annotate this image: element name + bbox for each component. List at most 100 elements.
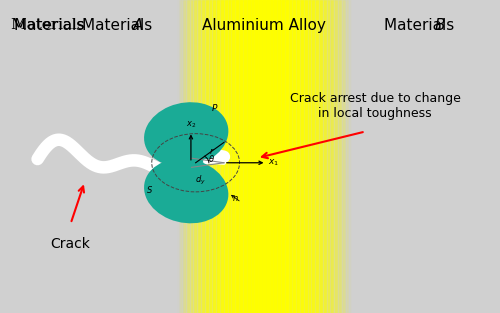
- Bar: [364, 0, 366, 313]
- Bar: [210, 0, 211, 313]
- Text: Materials: Materials: [82, 18, 158, 33]
- Bar: [202, 0, 203, 313]
- Bar: [132, 0, 134, 313]
- Bar: [283, 0, 284, 313]
- Bar: [346, 0, 347, 313]
- Bar: [204, 0, 206, 313]
- Bar: [329, 0, 330, 313]
- Bar: [245, 0, 246, 313]
- Bar: [256, 0, 258, 313]
- Bar: [215, 0, 216, 313]
- Bar: [270, 0, 271, 313]
- Text: $\theta$: $\theta$: [208, 153, 215, 164]
- Bar: [334, 0, 336, 313]
- Bar: [250, 0, 252, 313]
- Bar: [157, 0, 158, 313]
- Ellipse shape: [144, 159, 228, 223]
- Bar: [168, 0, 169, 313]
- Bar: [393, 0, 394, 313]
- Bar: [130, 0, 131, 313]
- Bar: [286, 0, 287, 313]
- Bar: [352, 0, 354, 313]
- Bar: [195, 0, 196, 313]
- Bar: [336, 0, 338, 313]
- Bar: [203, 0, 204, 313]
- Bar: [161, 0, 162, 313]
- Bar: [240, 0, 241, 313]
- Bar: [278, 0, 279, 313]
- Bar: [194, 0, 195, 313]
- Text: $P$: $P$: [211, 102, 218, 114]
- Bar: [186, 0, 188, 313]
- Bar: [394, 0, 396, 313]
- Bar: [244, 0, 245, 313]
- Bar: [228, 0, 229, 313]
- Bar: [135, 0, 136, 313]
- Text: $x_2$: $x_2$: [186, 119, 196, 130]
- Bar: [325, 0, 326, 313]
- Text: $r$: $r$: [209, 146, 214, 156]
- Bar: [156, 0, 157, 313]
- Bar: [136, 0, 138, 313]
- Bar: [262, 0, 264, 313]
- Bar: [316, 0, 317, 313]
- Bar: [200, 0, 202, 313]
- Bar: [220, 0, 222, 313]
- Bar: [169, 0, 170, 313]
- Bar: [216, 0, 218, 313]
- Bar: [144, 0, 146, 313]
- Bar: [211, 0, 212, 313]
- Text: Crack arrest due to change
in local toughness: Crack arrest due to change in local toug…: [290, 92, 460, 121]
- Bar: [304, 0, 305, 313]
- Bar: [280, 0, 281, 313]
- Bar: [166, 0, 168, 313]
- Bar: [296, 0, 298, 313]
- Bar: [196, 0, 198, 313]
- Bar: [322, 0, 324, 313]
- Text: B: B: [435, 18, 446, 33]
- Ellipse shape: [144, 102, 228, 167]
- Bar: [370, 0, 371, 313]
- Bar: [266, 0, 267, 313]
- Text: $n$: $n$: [232, 194, 239, 203]
- Bar: [276, 0, 278, 313]
- Bar: [182, 0, 184, 313]
- Bar: [267, 0, 268, 313]
- Bar: [207, 0, 208, 313]
- Bar: [397, 0, 398, 313]
- Bar: [178, 0, 180, 313]
- Bar: [362, 0, 363, 313]
- Bar: [321, 0, 322, 313]
- Bar: [392, 0, 393, 313]
- Text: Crack: Crack: [50, 237, 90, 251]
- Bar: [302, 0, 304, 313]
- Bar: [274, 0, 275, 313]
- Bar: [363, 0, 364, 313]
- Text: A: A: [133, 18, 143, 33]
- Bar: [131, 0, 132, 313]
- Bar: [374, 0, 376, 313]
- Bar: [191, 0, 192, 313]
- Bar: [236, 0, 237, 313]
- Bar: [230, 0, 232, 313]
- Bar: [164, 0, 165, 313]
- Bar: [272, 0, 274, 313]
- Bar: [172, 0, 173, 313]
- Bar: [254, 0, 256, 313]
- Bar: [198, 0, 199, 313]
- Bar: [279, 0, 280, 313]
- Bar: [264, 0, 266, 313]
- Bar: [320, 0, 321, 313]
- Bar: [318, 0, 320, 313]
- Bar: [148, 0, 150, 313]
- Bar: [237, 0, 238, 313]
- Bar: [354, 0, 355, 313]
- Bar: [176, 0, 177, 313]
- Bar: [218, 0, 220, 313]
- Bar: [170, 0, 172, 313]
- Bar: [173, 0, 174, 313]
- Bar: [184, 0, 186, 313]
- Bar: [192, 0, 194, 313]
- Text: $x_1$: $x_1$: [268, 157, 279, 168]
- Bar: [241, 0, 242, 313]
